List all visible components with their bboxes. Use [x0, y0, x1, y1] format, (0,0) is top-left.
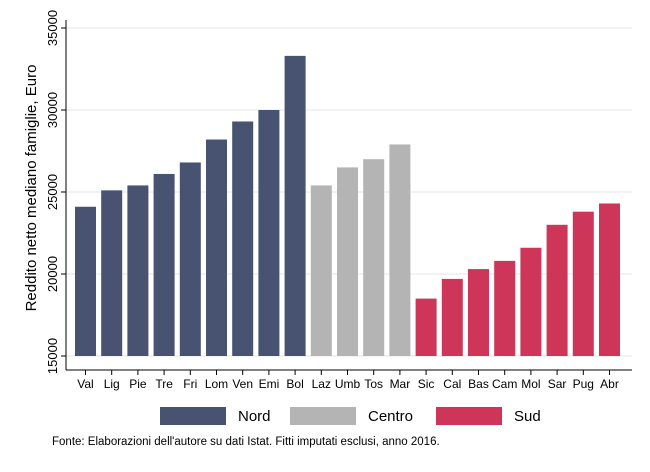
bar-cal [441, 278, 463, 356]
x-tick-label: Ven [232, 377, 253, 391]
x-tick-label: Mar [390, 377, 411, 391]
legend-swatch-nord [160, 407, 226, 425]
legend-label-centro: Centro [368, 407, 414, 425]
bar-bas [468, 269, 489, 356]
bar-ven [232, 121, 254, 356]
x-tick-label: Emi [259, 377, 280, 391]
bar-sic [415, 298, 437, 356]
x-tick-label: Lom [205, 377, 228, 391]
y-tick-label: 35000 [45, 10, 60, 46]
bar-lom [206, 139, 227, 356]
bar-tos [363, 159, 385, 356]
x-tick-label: Pug [573, 377, 594, 391]
bar-abr [599, 203, 620, 356]
axes [65, 20, 632, 371]
y-axis-title: Reddito netto mediano famiglie, Euro [23, 65, 40, 312]
legend-swatch-sud [436, 407, 502, 425]
bar-tre [153, 173, 175, 356]
bar-bol [284, 55, 306, 356]
legend-label-nord: Nord [238, 407, 271, 425]
bar-sar [546, 224, 568, 356]
y-tick-label: 30000 [45, 92, 60, 128]
bar-pie [127, 185, 149, 356]
legend: Nord Centro Sud [0, 404, 650, 428]
x-tick-label: Abr [600, 377, 619, 391]
x-tick-label: Tre [155, 377, 173, 391]
bars [75, 55, 620, 356]
bar-mar [389, 144, 411, 356]
bar-val [75, 206, 96, 356]
bar-chart: 15000 20000 25000 30000 35000 Val Lig Pie Tre Fr… [23, 10, 632, 391]
x-tick-label: Val [77, 377, 93, 391]
x-tick-label: Cal [443, 377, 461, 391]
y-tick-label: 15000 [45, 338, 60, 374]
legend-item-sud: Sud [436, 404, 541, 428]
x-tick-label: Mol [521, 377, 540, 391]
x-tick-label: Fri [183, 377, 197, 391]
x-tick-label: Laz [312, 377, 331, 391]
x-tick-labels: Val Lig Pie Tre Fri Lom Ven Emi Bol Laz Umb Tos Mar S… [77, 370, 619, 391]
x-tick-label: Lig [104, 377, 120, 391]
x-tick-label: Sic [418, 377, 435, 391]
source-note: Fonte: Elaborazioni dell'autore su dati … [52, 436, 440, 448]
bar-fri [179, 162, 201, 356]
bar-lig [101, 190, 123, 356]
x-tick-label: Umb [335, 377, 361, 391]
bar-cam [494, 260, 516, 356]
x-tick-label: Tos [364, 377, 383, 391]
x-tick-label: Sar [548, 377, 567, 391]
legend-label-sud: Sud [514, 407, 541, 425]
bar-pug [572, 211, 594, 356]
x-tick-label: Cam [492, 377, 517, 391]
bar-laz [310, 185, 332, 356]
bar-emi [258, 110, 280, 356]
bar-mol [520, 247, 542, 356]
bar-umb [337, 167, 358, 356]
x-tick-label: Bas [468, 377, 489, 391]
x-tick-label: Pie [129, 377, 147, 391]
x-tick-label: Bol [286, 377, 303, 391]
y-tick-label: 25000 [45, 174, 60, 210]
y-tick-label: 20000 [45, 256, 60, 292]
legend-item-nord: Nord [160, 404, 271, 428]
legend-swatch-centro [290, 407, 356, 425]
legend-item-centro: Centro [290, 404, 413, 428]
y-tick-labels: 15000 20000 25000 30000 35000 [45, 10, 66, 374]
